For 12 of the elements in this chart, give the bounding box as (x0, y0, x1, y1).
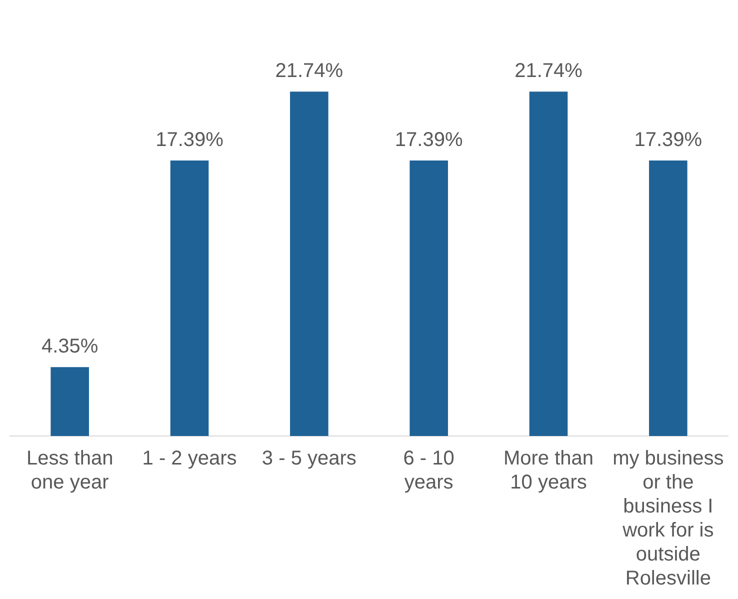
data-label: 17.39% (394, 129, 463, 152)
x-tick-label: 3 - 5 years (262, 448, 356, 470)
x-tick-label: More than 10 years (503, 448, 594, 494)
x-tick-label: 1 - 2 years (142, 448, 237, 470)
x-tick-label: Less than one year (26, 448, 114, 494)
x-tick-label: my business or the business I work for is outside Rolesville (612, 448, 724, 590)
data-label: 21.74% (275, 60, 344, 82)
data-label: 17.39% (634, 129, 702, 152)
x-tick-label: 6 - 10 years (403, 448, 454, 494)
data-label: 21.74% (514, 60, 583, 82)
data-label: 17.39% (156, 129, 224, 152)
data-label: 4.35% (41, 336, 98, 358)
